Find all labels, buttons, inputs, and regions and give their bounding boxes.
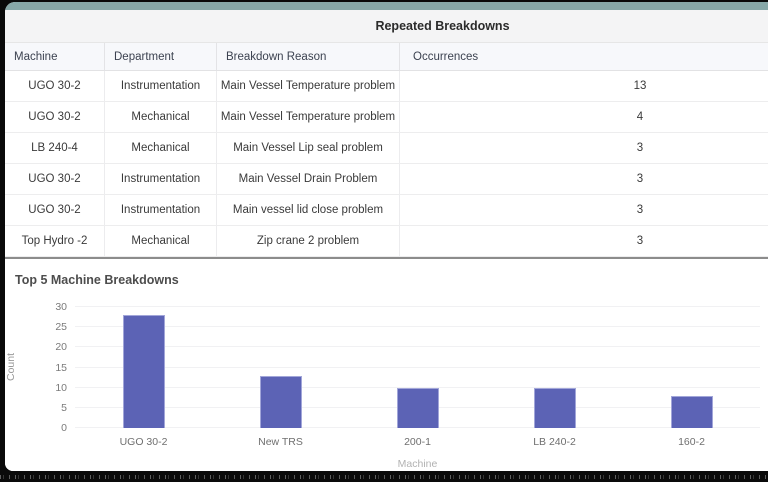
table-cell: LB 240-4 (5, 133, 105, 163)
x-tick-label: LB 240-2 (533, 436, 576, 448)
y-tick-label: 25 (55, 321, 67, 334)
bar-160-2[interactable] (670, 395, 713, 428)
x-tick-label: New TRS (258, 436, 303, 448)
table-cell: Main Vessel Drain Problem (217, 164, 400, 194)
bar-slot (486, 307, 623, 428)
x-tick-label: 160-2 (678, 436, 705, 448)
table-cell: Mechanical (105, 102, 217, 132)
gridline (75, 386, 760, 388)
table-cell: Instrumentation (105, 71, 217, 101)
table-cell: Main Vessel Lip seal problem (217, 133, 400, 163)
table-cell: Main vessel lid close problem (217, 195, 400, 225)
table-cell: 3 (636, 235, 644, 247)
y-tick-label: 10 (55, 381, 67, 394)
bar-200-1[interactable] (396, 387, 439, 428)
bar-ugo-30-2[interactable] (122, 315, 165, 428)
y-tick-label: 30 (55, 301, 67, 313)
table-cell: UGO 30-2 (5, 164, 105, 194)
table-cell: Mechanical (105, 226, 217, 256)
column-header-breakdown-reason: Breakdown Reason (217, 43, 400, 70)
chart-plot-area (75, 306, 760, 428)
table-cell: Mechanical (105, 133, 217, 163)
bar-slot (212, 307, 349, 428)
table-cell: 3 (636, 173, 644, 185)
top5-chart-section: Top 5 Machine Breakdowns Count 0 5 10 15 20 2… (5, 259, 768, 471)
bar-slot (75, 307, 212, 428)
y-tick-label: 0 (61, 422, 67, 434)
section-divider (5, 257, 768, 259)
table-cell: 3 (636, 142, 644, 154)
table-cell: UGO 30-2 (5, 195, 105, 225)
bar-slot (623, 307, 760, 428)
gridline (75, 326, 760, 328)
y-axis-label: Count (5, 352, 18, 382)
table-title: Repeated Breakdowns (5, 10, 768, 43)
table-cell: 3 (636, 204, 644, 216)
table-row: UGO 30-2 Instrumentation Main Vessel Drain… (5, 164, 768, 195)
clipped-bottom-text-strip (0, 475, 768, 479)
table-cell: Zip crane 2 problem (217, 226, 400, 256)
bar-new-trs[interactable] (259, 375, 302, 428)
x-tick-label: 200-1 (404, 436, 431, 448)
gridline (75, 306, 760, 307)
table-cell: Main Vessel Temperature problem (217, 102, 400, 132)
bar-slot (349, 307, 486, 428)
table-cell: 4 (636, 111, 644, 123)
x-axis-label: Machine (397, 458, 438, 470)
table-row: LB 240-4 Mechanical Main Vessel Lip seal p… (5, 133, 768, 164)
table-cell: Instrumentation (105, 164, 217, 194)
dashboard-card: Repeated Breakdowns Machine Department Bre… (5, 2, 768, 471)
y-tick-label: 5 (61, 401, 67, 414)
column-header-occurrences: Occurrences (413, 50, 479, 63)
table-cell: 13 (633, 80, 647, 92)
column-header-department: Department (105, 43, 217, 70)
chart-title: Top 5 Machine Breakdowns (15, 273, 179, 287)
card-accent-bar (5, 2, 768, 10)
bar-lb-240-2[interactable] (533, 387, 576, 428)
table-body: UGO 30-2 Instrumentation Main Vessel Tempe… (5, 71, 768, 257)
table-header-row: Machine Department Breakdown Reason Occurre… (5, 43, 768, 71)
gridline (75, 366, 760, 368)
column-header-machine: Machine (5, 43, 105, 70)
table-row: Top Hydro -2 Mechanical Zip crane 2 proble… (5, 226, 768, 257)
table-cell: Main Vessel Temperature problem (217, 71, 400, 101)
gridline (75, 346, 760, 348)
y-tick-label: 20 (55, 341, 67, 354)
table-cell: UGO 30-2 (5, 71, 105, 101)
x-tick-label: UGO 30-2 (119, 436, 168, 448)
y-tick-label: 15 (55, 361, 67, 374)
repeated-breakdowns-section: Repeated Breakdowns Machine Department Bre… (5, 10, 768, 257)
table-row: UGO 30-2 Instrumentation Main Vessel Tempe… (5, 71, 768, 102)
table-cell: Instrumentation (105, 195, 217, 225)
table-row: UGO 30-2 Mechanical Main Vessel Temperatur… (5, 102, 768, 133)
table-cell: Top Hydro -2 (5, 226, 105, 256)
table-cell: UGO 30-2 (5, 102, 105, 132)
table-row: UGO 30-2 Instrumentation Main vessel lid c… (5, 195, 768, 226)
